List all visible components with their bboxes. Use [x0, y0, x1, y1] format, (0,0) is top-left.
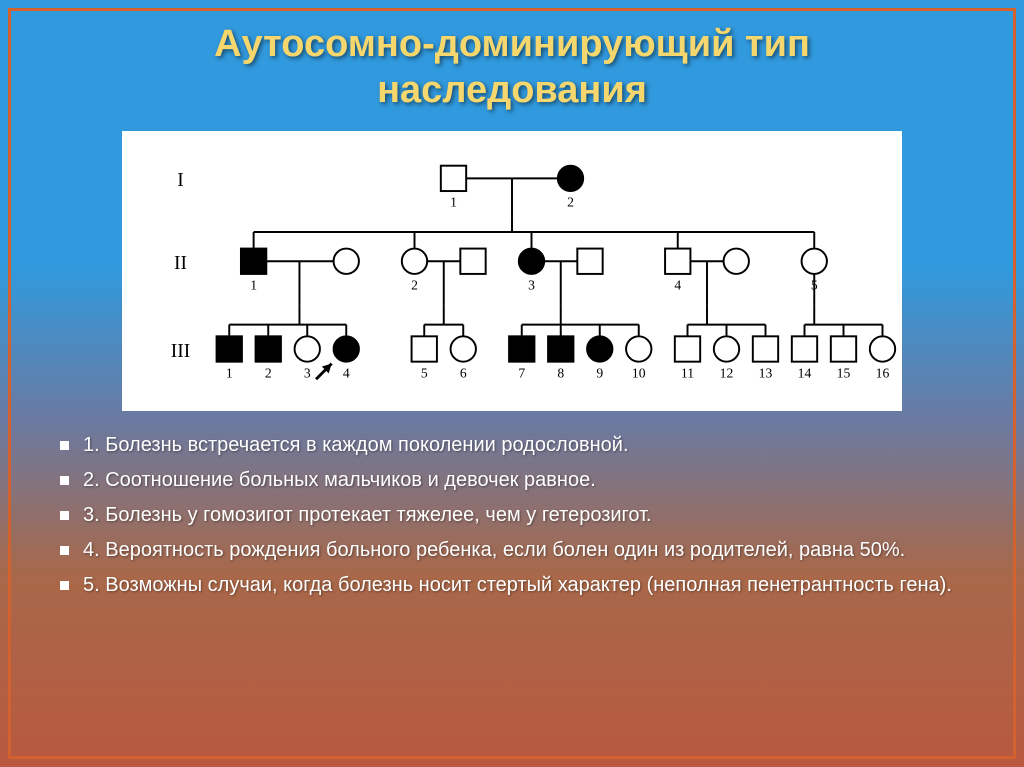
bullet-text: 3. Болезнь у гомозигот протекает тяжелее…: [83, 501, 652, 530]
svg-text:12: 12: [720, 365, 734, 380]
svg-text:14: 14: [798, 365, 812, 380]
svg-text:10: 10: [632, 365, 646, 380]
svg-text:2: 2: [411, 278, 418, 293]
svg-text:1: 1: [250, 278, 257, 293]
title-line-2: наследования: [377, 69, 647, 111]
svg-text:2: 2: [265, 365, 272, 380]
bullet-text: 5. Возможны случаи, когда болезнь носит …: [83, 571, 952, 600]
svg-text:1: 1: [450, 195, 457, 210]
svg-text:6: 6: [460, 365, 467, 380]
bullet-text: 4. Вероятность рождения больного ребенка…: [83, 536, 905, 565]
svg-text:4: 4: [343, 365, 350, 380]
svg-text:3: 3: [304, 365, 311, 380]
bullet-text: 2. Соотношение больных мальчиков и девоч…: [83, 466, 596, 495]
slide-content: Аутосомно-доминирующий тип наследования …: [0, 0, 1024, 767]
svg-text:3: 3: [528, 278, 535, 293]
svg-text:4: 4: [674, 278, 681, 293]
svg-text:11: 11: [681, 365, 694, 380]
svg-text:7: 7: [518, 365, 525, 380]
svg-text:III: III: [171, 341, 190, 362]
svg-text:1: 1: [226, 365, 233, 380]
bullet-list: 1. Болезнь встречается в каждом поколени…: [60, 431, 964, 600]
title-line-1: Аутосомно-доминирующий тип: [214, 23, 810, 65]
bullet-item: 4. Вероятность рождения больного ребенка…: [60, 536, 964, 565]
svg-text:15: 15: [837, 365, 851, 380]
bullet-item: 5. Возможны случаи, когда болезнь носит …: [60, 571, 964, 600]
svg-text:16: 16: [876, 365, 890, 380]
svg-text:13: 13: [759, 365, 773, 380]
bullet-item: 3. Болезнь у гомозигот протекает тяжелее…: [60, 501, 964, 530]
bullet-item: 2. Соотношение больных мальчиков и девоч…: [60, 466, 964, 495]
pedigree-diagram: IIIIII121234512345678910111213141516: [122, 131, 902, 411]
svg-text:2: 2: [567, 195, 574, 210]
bullet-marker-icon: [60, 546, 69, 555]
bullet-text: 1. Болезнь встречается в каждом поколени…: [83, 431, 629, 460]
slide-title: Аутосомно-доминирующий тип наследования: [60, 22, 964, 113]
bullet-marker-icon: [60, 581, 69, 590]
svg-text:II: II: [174, 253, 187, 274]
svg-text:5: 5: [421, 365, 428, 380]
svg-text:9: 9: [596, 365, 603, 380]
svg-text:I: I: [177, 170, 184, 191]
svg-text:5: 5: [811, 278, 818, 293]
bullet-marker-icon: [60, 441, 69, 450]
svg-text:8: 8: [557, 365, 564, 380]
bullet-marker-icon: [60, 476, 69, 485]
bullet-item: 1. Болезнь встречается в каждом поколени…: [60, 431, 964, 460]
bullet-marker-icon: [60, 511, 69, 520]
